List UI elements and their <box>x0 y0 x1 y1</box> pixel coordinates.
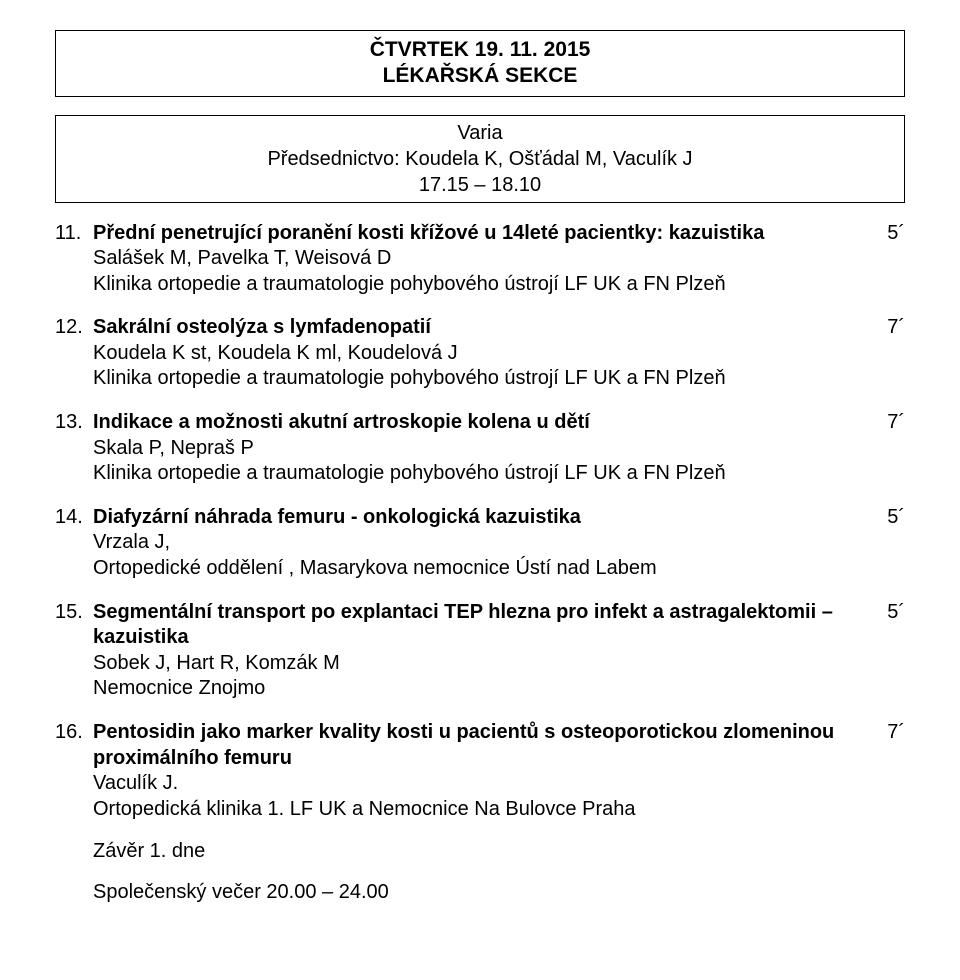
program-entry: 15. Segmentální transport po explantaci … <box>55 600 905 702</box>
entry-duration: 5´ <box>887 221 905 247</box>
entry-affiliation: Klinika ortopedie a traumatologie pohybo… <box>93 461 905 487</box>
entry-body: Pentosidin jako marker kvality kosti u p… <box>93 720 905 822</box>
entry-number: 12. <box>55 315 93 392</box>
program-entry: 14. Diafyzární náhrada femuru - onkologi… <box>55 505 905 582</box>
entry-authors: Sobek J, Hart R, Komzák M <box>93 651 905 677</box>
entry-affiliation: Klinika ortopedie a traumatologie pohybo… <box>93 366 905 392</box>
entry-affiliation: Nemocnice Znojmo <box>93 676 905 702</box>
program-entry: 16. Pentosidin jako marker kvality kosti… <box>55 720 905 822</box>
session-box: Varia Předsednictvo: Koudela K, Ošťádal … <box>55 115 905 203</box>
entry-body: Segmentální transport po explantaci TEP … <box>93 600 905 702</box>
entry-title: Sakrální osteolýza s lymfadenopatií <box>93 315 887 341</box>
header-box: ČTVRTEK 19. 11. 2015 LÉKAŘSKÁ SEKCE <box>55 30 905 97</box>
page: ČTVRTEK 19. 11. 2015 LÉKAŘSKÁ SEKCE Vari… <box>0 0 960 944</box>
session-title: Varia <box>56 120 904 146</box>
header-section: LÉKAŘSKÁ SEKCE <box>56 63 904 89</box>
entry-title: Přední penetrující poranění kosti křížov… <box>93 221 887 247</box>
entry-number: 15. <box>55 600 93 702</box>
entry-body: Indikace a možnosti akutní artroskopie k… <box>93 410 905 487</box>
entry-number: 11. <box>55 221 93 298</box>
entry-authors: Vrzala J, <box>93 530 905 556</box>
entry-body: Přední penetrující poranění kosti křížov… <box>93 221 905 298</box>
day-closing: Závěr 1. dne <box>93 840 905 863</box>
program-entry: 11. Přední penetrující poranění kosti kř… <box>55 221 905 298</box>
entry-title: Segmentální transport po explantaci TEP … <box>93 600 887 651</box>
entry-title: Pentosidin jako marker kvality kosti u p… <box>93 720 887 746</box>
entry-authors: Salášek M, Pavelka T, Weisová D <box>93 246 905 272</box>
entry-affiliation: Ortopedické oddělení , Masarykova nemocn… <box>93 556 905 582</box>
session-time: 17.15 – 18.10 <box>56 172 904 198</box>
entry-authors: Vaculík J. <box>93 771 905 797</box>
entry-number: 16. <box>55 720 93 822</box>
entry-duration: 5´ <box>887 600 905 626</box>
program-entry: 12. Sakrální osteolýza s lymfadenopatií … <box>55 315 905 392</box>
entry-number: 14. <box>55 505 93 582</box>
evening-event: Společenský večer 20.00 – 24.00 <box>93 881 905 904</box>
entry-duration: 5´ <box>887 505 905 531</box>
entry-body: Diafyzární náhrada femuru - onkologická … <box>93 505 905 582</box>
program-entry: 13. Indikace a možnosti akutní artroskop… <box>55 410 905 487</box>
entry-duration: 7´ <box>887 720 905 746</box>
entry-duration: 7´ <box>887 315 905 341</box>
entry-title: Indikace a možnosti akutní artroskopie k… <box>93 410 887 436</box>
entry-title-line2: proximálního femuru <box>93 746 905 772</box>
entry-authors: Skala P, Nepraš P <box>93 436 905 462</box>
entry-affiliation: Ortopedická klinika 1. LF UK a Nemocnice… <box>93 797 905 823</box>
entry-title: Diafyzární náhrada femuru - onkologická … <box>93 505 887 531</box>
entry-body: Sakrální osteolýza s lymfadenopatií 7´ K… <box>93 315 905 392</box>
entry-affiliation: Klinika ortopedie a traumatologie pohybo… <box>93 272 905 298</box>
entry-number: 13. <box>55 410 93 487</box>
entry-authors: Koudela K st, Koudela K ml, Koudelová J <box>93 341 905 367</box>
header-date: ČTVRTEK 19. 11. 2015 <box>56 37 904 63</box>
session-chair: Předsednictvo: Koudela K, Ošťádal M, Vac… <box>56 146 904 172</box>
entry-duration: 7´ <box>887 410 905 436</box>
